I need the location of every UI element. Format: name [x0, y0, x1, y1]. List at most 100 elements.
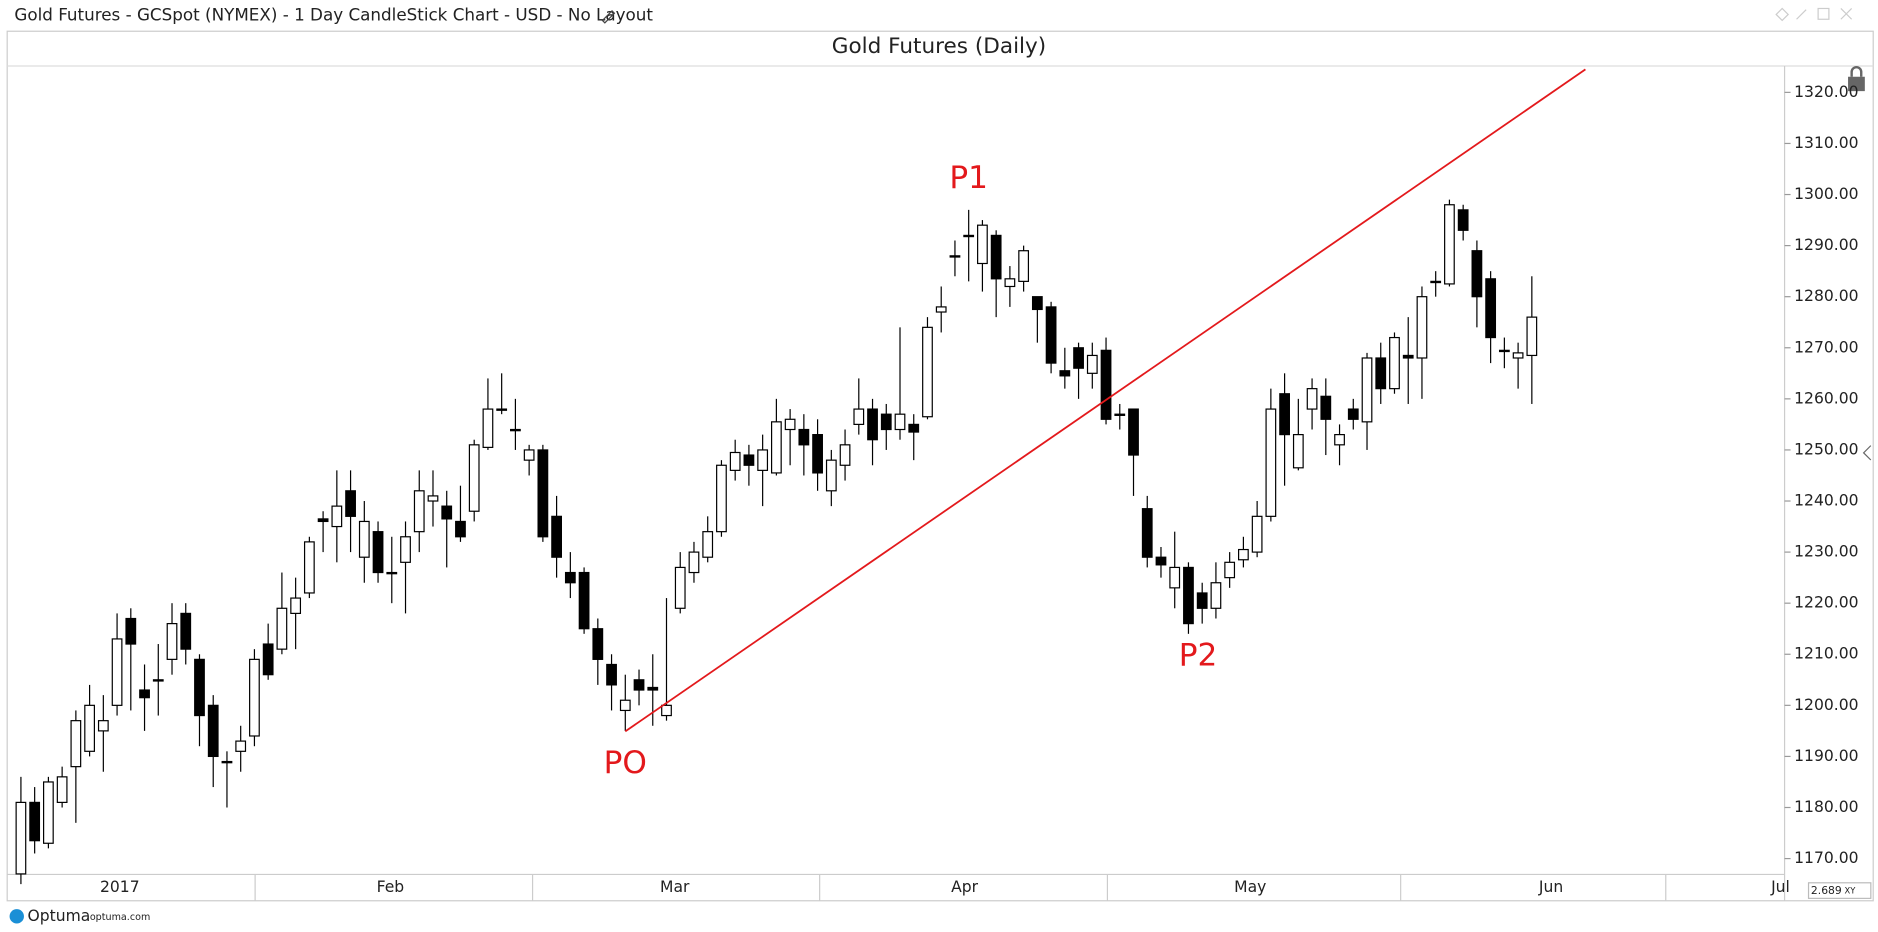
candle-body	[1183, 566, 1194, 625]
candle-body	[1306, 388, 1318, 410]
annotation: P1	[949, 160, 988, 196]
y-tick-label: 1170.00	[1794, 849, 1858, 867]
candle-body	[592, 628, 604, 660]
candle-body	[317, 518, 329, 523]
candle-body	[482, 408, 494, 448]
candle-body	[427, 495, 439, 502]
candle-body	[1292, 434, 1304, 469]
candle-body	[908, 423, 920, 433]
candle-body	[1402, 354, 1414, 359]
candle-body	[578, 571, 590, 630]
candle-body	[1018, 250, 1030, 282]
control-icon[interactable]	[1817, 7, 1830, 20]
y-tick-label: 1270.00	[1794, 338, 1858, 356]
control-icon[interactable]	[1840, 8, 1853, 20]
control-icon[interactable]	[1796, 9, 1807, 20]
candle-body	[825, 459, 837, 492]
brand-logo	[9, 909, 24, 924]
zoom-value: 2.689	[1811, 884, 1842, 897]
candle-body	[1416, 296, 1428, 359]
zoom-mode[interactable]: XY	[1844, 886, 1856, 896]
candle-body	[1361, 357, 1373, 423]
candle-body	[29, 801, 41, 842]
candle-body	[455, 520, 466, 538]
candle-body	[1457, 209, 1469, 231]
candle-body	[564, 571, 576, 584]
candle-body	[1279, 393, 1290, 436]
x-tick-label: Jun	[1538, 878, 1563, 896]
candle-body	[770, 421, 782, 474]
edit-icon[interactable]	[601, 10, 616, 24]
candle-body	[963, 234, 975, 238]
lock-icon[interactable]	[1848, 66, 1865, 92]
candle-body	[633, 679, 645, 691]
y-tick-label: 1210.00	[1794, 645, 1858, 663]
candle-body	[1210, 582, 1222, 609]
chart-title: Gold Futures (Daily)	[832, 34, 1046, 59]
y-tick-label: 1200.00	[1794, 696, 1858, 714]
candle-body	[290, 597, 302, 614]
candle-body	[262, 643, 274, 676]
logo-mark	[9, 909, 24, 924]
candle-body	[757, 449, 769, 471]
candle-body	[166, 623, 178, 660]
y-tick-label: 1260.00	[1794, 389, 1858, 407]
y-tick-label: 1190.00	[1794, 747, 1858, 765]
candle-body	[303, 541, 315, 594]
y-tick-label: 1240.00	[1794, 492, 1858, 510]
candle-body	[43, 781, 54, 844]
y-tick-label: 1280.00	[1794, 287, 1858, 305]
candle-body	[152, 679, 164, 682]
candle-body	[784, 418, 796, 431]
candle-body	[990, 234, 1002, 280]
candle-body	[977, 224, 988, 265]
candle-body	[1238, 548, 1249, 561]
candle-body	[619, 699, 631, 712]
candle-body	[1100, 349, 1112, 420]
candle-body	[235, 740, 247, 752]
candle-body	[413, 490, 425, 533]
candle-body	[1526, 316, 1538, 357]
candle-body	[880, 413, 892, 431]
candle-body	[537, 449, 549, 538]
x-tick-label: May	[1234, 878, 1266, 896]
candle-body	[125, 617, 137, 645]
candle-body	[935, 306, 947, 313]
candle-body	[1073, 347, 1084, 369]
candle-body	[276, 607, 288, 650]
candle-body	[1334, 434, 1345, 446]
candle-body	[674, 566, 686, 609]
y-tick-label: 1310.00	[1794, 134, 1858, 152]
candle-body	[647, 686, 659, 691]
candle-body	[139, 689, 150, 699]
chart-frame	[6, 30, 1874, 902]
candle-body	[180, 612, 192, 650]
candle-body	[441, 505, 453, 520]
candle-body	[1375, 357, 1387, 390]
annotation: PO	[604, 745, 647, 781]
candle-body	[922, 326, 933, 418]
candle-body	[1320, 395, 1332, 420]
candle-body	[1471, 250, 1483, 298]
candle-body	[56, 776, 68, 803]
candle-body	[1389, 336, 1400, 390]
candle-body	[798, 428, 810, 446]
candle-body	[523, 449, 535, 461]
control-icon[interactable]	[1775, 7, 1790, 22]
candle-body	[15, 801, 27, 875]
candle-body	[853, 408, 865, 425]
candle-body	[1347, 408, 1359, 420]
candle-body	[372, 531, 384, 574]
candle-body	[1224, 561, 1236, 579]
candle-body	[386, 571, 398, 575]
candle-body	[1498, 349, 1510, 353]
collapse-arrow[interactable]	[1862, 445, 1872, 461]
candle-body	[1045, 306, 1057, 364]
candle-body	[839, 444, 851, 466]
candle-body	[97, 720, 109, 732]
candle-body	[207, 704, 219, 758]
candle-body	[70, 720, 82, 768]
candle-body	[949, 255, 961, 258]
x-tick-label: Feb	[377, 878, 405, 896]
